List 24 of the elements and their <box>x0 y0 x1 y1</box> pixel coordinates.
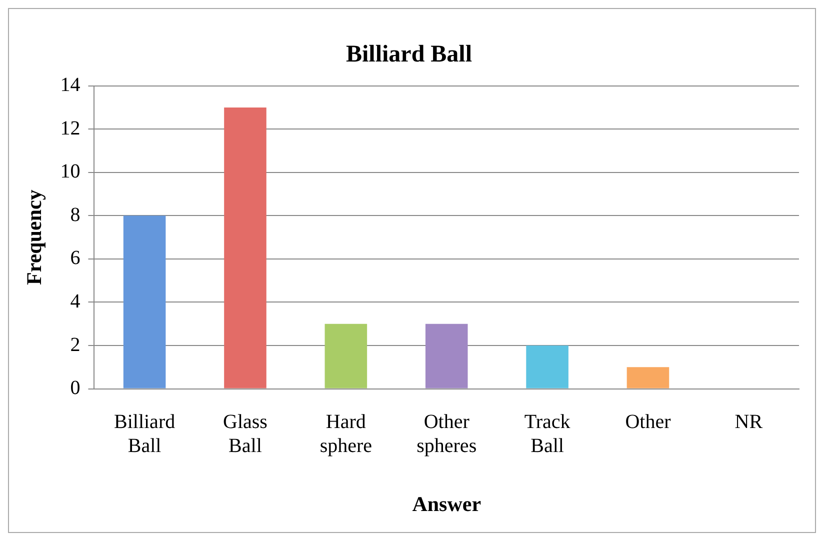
bar <box>224 107 266 388</box>
x-tick-label: Billiard Ball <box>114 411 176 458</box>
y-tick-label: 2 <box>70 334 80 356</box>
y-tick-label: 14 <box>60 74 80 96</box>
y-tick-label: 12 <box>60 117 80 140</box>
chart-title: Billiard Ball <box>346 42 472 68</box>
bar <box>526 346 568 388</box>
y-tick-label: 8 <box>70 204 80 226</box>
x-tick-label: Other spheres <box>416 411 477 458</box>
y-tick-label: 4 <box>70 290 80 312</box>
x-tick-label: Hard sphere <box>320 411 372 458</box>
bar <box>123 216 166 388</box>
x-tick-label: Other <box>625 411 672 434</box>
x-tick-label: Track Ball <box>524 411 570 458</box>
y-axis-title: Frequency <box>22 189 46 285</box>
x-axis-title: Answer <box>412 492 482 516</box>
y-tick-label: 0 <box>70 377 80 400</box>
x-tick-label: NR <box>734 411 764 434</box>
x-tick-label: Glass Ball <box>223 411 268 458</box>
bar <box>324 324 368 388</box>
y-tick-label: 10 <box>60 160 80 183</box>
y-tick-label: 6 <box>70 247 80 270</box>
bar <box>626 367 670 388</box>
bar <box>425 324 468 388</box>
